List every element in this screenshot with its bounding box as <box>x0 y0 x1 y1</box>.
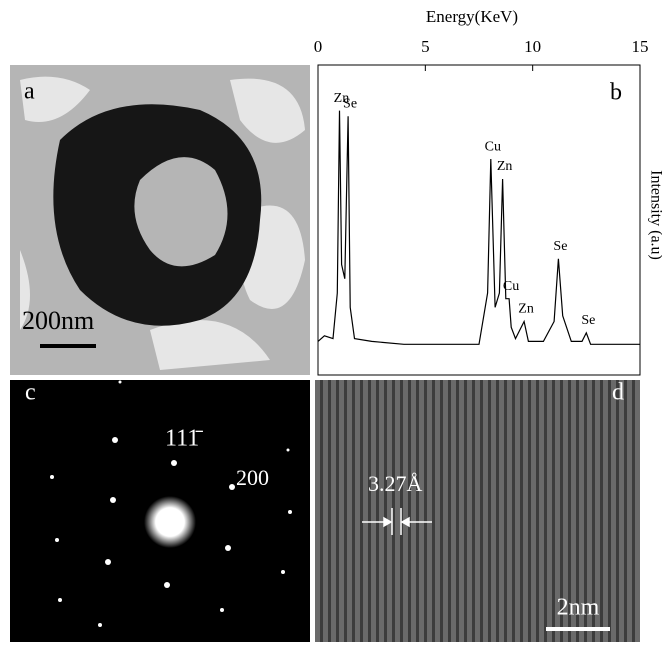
peak-label: Zn <box>334 91 350 106</box>
hrtem-image <box>315 380 640 642</box>
peak-label: Se <box>581 313 595 328</box>
panel-letter: a <box>24 79 35 105</box>
panel-d: d 3.27Å 2nm <box>315 380 640 642</box>
spacing-marker <box>362 508 432 535</box>
peak-label: Se <box>553 239 567 254</box>
y-axis-title: Intensity (a.u) <box>647 170 662 260</box>
x-tick-label: 5 <box>421 37 430 56</box>
panel-letter: c <box>25 380 36 406</box>
panel-a: a 200nm <box>10 65 310 375</box>
scale-label: 2nm <box>557 595 600 621</box>
nanoring <box>53 104 262 326</box>
peak-label: Cu <box>485 139 501 154</box>
spectrum-frame <box>317 64 641 376</box>
diffraction-spots <box>50 380 292 627</box>
scale-label: 200nm <box>22 306 94 335</box>
spot-index: 111̄ <box>165 426 203 452</box>
panel-c: c 111̄ 200 <box>10 380 310 642</box>
spectrum-line <box>317 110 640 345</box>
peak-label: Cu <box>503 279 519 294</box>
spacing-label: 3.27Å <box>368 471 423 496</box>
panel-letter: b <box>610 80 622 106</box>
x-tick-label: 15 <box>632 37 649 56</box>
peak-label: Zn <box>497 159 513 174</box>
peak-label: Se <box>343 97 357 112</box>
x-tick-label: 0 <box>314 37 323 56</box>
x-tick-label: 10 <box>524 37 541 56</box>
spot-index: 200 <box>236 465 269 490</box>
central-beam <box>144 496 196 548</box>
peak-label: Zn <box>518 302 534 317</box>
panel-letter: d <box>612 380 624 406</box>
x-axis-title: Energy(KeV) <box>426 7 518 26</box>
